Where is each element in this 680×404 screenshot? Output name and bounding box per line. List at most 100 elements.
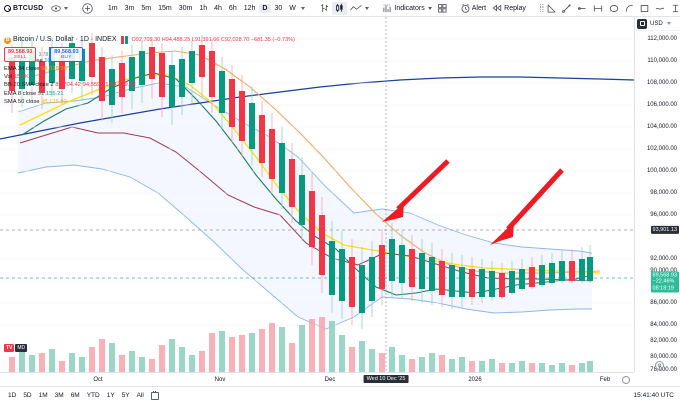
timeframe-30[interactable]: 30: [274, 4, 283, 12]
ohlc-close-label: C: [220, 36, 225, 43]
time-tick-2026: 2026: [468, 377, 482, 383]
horizontal-line-icon[interactable]: [590, 4, 606, 13]
line-style-button[interactable]: [347, 2, 372, 15]
watermark-brand: TV: [4, 344, 15, 352]
currency-cube-icon: [637, 18, 647, 29]
price-tick-8: 96,000.00: [650, 212, 677, 218]
timeframe-chevron-icon[interactable]: [301, 6, 306, 10]
legend-row-5[interactable]: SMA 50 close 98,135.80: [4, 99, 295, 106]
timeframe-15m[interactable]: 15m: [158, 4, 172, 12]
range-button-1m[interactable]: 1M: [38, 392, 48, 399]
legend-symbol-name: Bitcoin / U.S. Dollar · 1D · INDEX: [13, 36, 117, 45]
price-tick-2: 108,000.00: [646, 80, 677, 86]
price-axis[interactable]: USD 112,000.00 110,000.00 108,000.00 106,00…: [634, 17, 680, 373]
sell-button[interactable]: 89,568.93 SELL: [4, 47, 37, 63]
indicators-icon: [383, 4, 392, 12]
add-compare-button[interactable]: [79, 2, 96, 15]
last-price-value: 89,568.93: [652, 272, 677, 279]
chevron-down-icon: [64, 6, 69, 10]
range-button-6m[interactable]: 6M: [70, 392, 80, 399]
price-tick-4: 104,000.00: [646, 124, 677, 130]
price-tick-9: 92,000.00: [650, 256, 677, 262]
cursor-icon[interactable]: [544, 4, 559, 13]
price-tick-10: 90,000.00: [650, 268, 677, 274]
range-button-3m[interactable]: 3M: [54, 392, 64, 399]
candle-style-icon: [336, 3, 343, 13]
layout-button[interactable]: [435, 2, 450, 15]
range-button-1y[interactable]: 1Y: [106, 392, 115, 399]
symbol-search-button[interactable]: BTCUSD: [0, 0, 48, 16]
bb-basis-line: [19, 126, 593, 282]
legend-row-name-3: BB 20 SMA close 2: [4, 82, 56, 89]
alert-clock-icon: [461, 3, 470, 13]
timeframe-5m[interactable]: 5m: [141, 4, 152, 12]
bar-style-button[interactable]: [317, 2, 332, 15]
time-tick-feb: Feb: [599, 377, 611, 383]
rectangle-icon[interactable]: [637, 4, 652, 13]
price-axis-settings-icon[interactable]: ⚙: [655, 361, 664, 370]
price-axis-header[interactable]: USD: [635, 17, 680, 31]
indicators-button[interactable]: Indicators: [380, 2, 434, 15]
legend-row-2[interactable]: Vol 15.1K: [4, 74, 295, 81]
spread-value: 3.78: [38, 51, 49, 58]
watchlist-eye-button[interactable]: [48, 2, 71, 15]
top-toolbar: BTCUSD 1m 3m 5m 15m 30m 1h 4h 6h 12h D 30 W: [0, 0, 680, 17]
legend-row-value-3-0: 89,704.42: [55, 82, 83, 89]
legend-row-value-2-0: 15.1K: [13, 74, 29, 81]
price-tick-15: 78,000.00: [650, 367, 677, 373]
price-tick-11: 86,000.00: [650, 300, 677, 306]
price-tick-3: 106,000.00: [646, 102, 677, 108]
search-icon: [4, 4, 11, 12]
ray-icon[interactable]: [574, 4, 590, 13]
price-tick-13: 82,000.00: [650, 338, 677, 344]
timeframe-1m[interactable]: 1m: [107, 4, 118, 12]
currency-chevron-icon[interactable]: [666, 22, 671, 25]
legend-title-row[interactable]: B Bitcoin / U.S. Dollar · 1D · INDEX O92…: [4, 36, 295, 45]
ellipse-icon[interactable]: [606, 4, 622, 13]
order-widget[interactable]: 89,568.93 SELL 3.78 89,568.93 BUY: [4, 47, 83, 63]
timeframe-12h[interactable]: 12h: [243, 4, 256, 12]
last-price-badge: 89,568.93 −22.46% 08:18:19: [650, 271, 679, 293]
timeframe-30m[interactable]: 30m: [178, 4, 193, 12]
watchlist-eye-icon: [51, 4, 62, 12]
drawing-toolbar-grip[interactable]: [537, 4, 544, 12]
range-button-5y[interactable]: 5Y: [121, 392, 130, 399]
range-button-1d[interactable]: 1D: [8, 392, 17, 399]
calendar-icon[interactable]: [150, 391, 159, 400]
timeframe-6h[interactable]: 6h: [228, 4, 237, 12]
brush-icon[interactable]: [652, 4, 668, 13]
buy-button[interactable]: 89,568.93 BUY: [50, 47, 83, 63]
range-button-5d[interactable]: 5D: [23, 392, 32, 399]
chart-canvas[interactable]: B Bitcoin / U.S. Dollar · 1D · INDEX O92…: [0, 17, 634, 372]
legend-row-value-3-2: 84,849.64: [110, 82, 136, 89]
legend-row-1[interactable]: EMA 34 close 94,018.96: [4, 66, 295, 73]
layout-grid-icon: [437, 3, 447, 13]
arc-icon[interactable]: [622, 4, 637, 13]
timeframe-W[interactable]: W: [289, 4, 296, 12]
alert-button[interactable]: Alert: [458, 2, 489, 15]
last-price-countdown: 08:18:19: [652, 285, 674, 292]
trendline-icon[interactable]: [559, 3, 574, 13]
sell-label: SELL: [13, 55, 27, 61]
timeframe-D[interactable]: D: [258, 3, 271, 13]
range-button-all[interactable]: All: [136, 392, 144, 399]
price-tick-12: 84,000.00: [650, 322, 677, 328]
candle-style-button[interactable]: [332, 1, 348, 15]
timeframe-1h[interactable]: 1h: [199, 4, 208, 12]
time-axis[interactable]: Oct Nov Dec 2026 Feb Wed 10 Dec '25: [0, 372, 634, 386]
text-icon[interactable]: [668, 4, 680, 13]
timeframe-4h[interactable]: 4h: [214, 4, 222, 12]
legend-row-3[interactable]: BB 20 SMA close 2 89,704.42 94,559.21 84…: [4, 82, 295, 89]
ohlc-high-label: H: [161, 36, 166, 43]
legend-row-name-2: Vol: [4, 74, 14, 81]
legend-visibility-icons[interactable]: [120, 36, 128, 45]
price-badge-crosshair: 93,901.13: [650, 225, 679, 235]
replay-icon: [492, 4, 502, 12]
legend-row-name-5: SMA 50 close: [4, 98, 42, 105]
price-tick-7: 98,000.00: [650, 190, 677, 196]
legend-row-4[interactable]: EMA 8 close 91,155.21: [4, 91, 295, 98]
timeframe-3m[interactable]: 3m: [124, 4, 135, 12]
range-button-ytd[interactable]: YTD: [86, 392, 100, 399]
replay-button[interactable]: Replay: [489, 2, 529, 15]
time-axis-settings-icon[interactable]: [622, 376, 630, 384]
